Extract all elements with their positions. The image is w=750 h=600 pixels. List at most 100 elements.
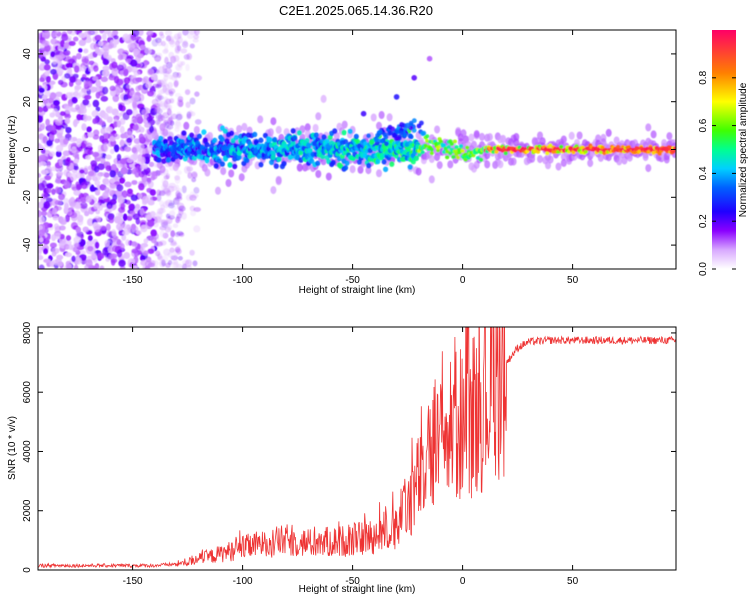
heatmap-cell xyxy=(69,75,77,83)
heatmap-cell xyxy=(169,210,176,218)
y-tick-label: 8000 xyxy=(22,321,33,344)
heatmap-cell xyxy=(55,176,62,183)
heatmap-cell xyxy=(219,136,225,142)
heatmap-cell xyxy=(155,114,163,121)
heatmap-cell xyxy=(204,141,210,148)
snr-y-axis-label: SNR (10 * v/v) xyxy=(7,416,18,480)
heatmap-cell xyxy=(76,113,82,121)
heatmap-cell xyxy=(41,180,47,189)
heatmap-cell xyxy=(167,252,174,258)
heatmap-cell xyxy=(87,170,95,177)
heatmap-cell xyxy=(101,138,109,145)
heatmap-cell xyxy=(65,263,72,269)
heatmap-cell xyxy=(118,103,123,111)
heatmap-cell xyxy=(537,131,543,140)
heatmap-cell xyxy=(91,30,99,36)
heatmap-cell xyxy=(144,47,152,55)
heatmap-cell xyxy=(82,99,90,106)
heatmap-cell xyxy=(143,238,149,244)
heatmap-cell xyxy=(383,134,389,140)
heatmap-cell xyxy=(59,233,65,240)
heatmap-cell xyxy=(258,161,264,168)
heatmap-cell xyxy=(229,130,235,137)
heatmap-cell xyxy=(189,97,196,105)
heatmap-cell xyxy=(39,154,47,162)
heatmap-cell xyxy=(360,110,367,117)
x-tick-label: 0 xyxy=(460,275,466,286)
heatmap-cell xyxy=(377,129,383,135)
heatmap-cell xyxy=(309,158,315,164)
heatmap-cell xyxy=(132,30,140,37)
heatmap-cell xyxy=(127,188,133,194)
heatmap-cell xyxy=(173,55,180,62)
heatmap-cell xyxy=(116,64,125,71)
heatmap-cell xyxy=(94,189,101,196)
heatmap-cell xyxy=(156,93,163,101)
heatmap-cell xyxy=(626,153,633,162)
heatmap-cell xyxy=(62,150,71,157)
heatmap-cell xyxy=(109,148,115,155)
heatmap-cell xyxy=(267,128,274,137)
heatmap-cell xyxy=(46,210,54,218)
heatmap-cell xyxy=(144,156,150,165)
heatmap-cell xyxy=(384,141,389,147)
heatmap-cell xyxy=(119,158,127,165)
heatmap-cell xyxy=(75,226,82,234)
heatmap-cell xyxy=(159,200,164,207)
heatmap-cell xyxy=(108,75,116,81)
heatmap-cell xyxy=(500,134,507,143)
heatmap-cell xyxy=(140,244,146,253)
heatmap-cell xyxy=(106,126,113,132)
heatmap-cell xyxy=(379,138,385,144)
heatmap-cell xyxy=(189,191,195,199)
heatmap-cell xyxy=(192,38,199,43)
heatmap-cell xyxy=(539,137,546,146)
heatmap-cell xyxy=(38,264,45,269)
heatmap-cell xyxy=(38,237,44,243)
heatmap-cell xyxy=(225,179,232,187)
heatmap-marks xyxy=(38,30,676,269)
heatmap-cell xyxy=(366,133,371,139)
heatmap-cell xyxy=(252,131,258,138)
heatmap-cell xyxy=(189,43,195,49)
heatmap-cell xyxy=(407,164,413,170)
heatmap-cell xyxy=(105,154,112,160)
heatmap-cell xyxy=(108,216,115,224)
heatmap-cell xyxy=(99,183,107,191)
heatmap-cell xyxy=(416,123,422,129)
heatmap-cell xyxy=(123,68,129,76)
heatmap-cell xyxy=(114,87,121,95)
heatmap-cell xyxy=(154,107,161,113)
heatmap-cell xyxy=(54,200,62,206)
heatmap-cell xyxy=(121,234,127,241)
heatmap-cell xyxy=(190,210,197,217)
heatmap-cell xyxy=(389,161,395,167)
heatmap-cell xyxy=(183,165,191,174)
heatmap-cell xyxy=(438,139,444,144)
heatmap-cell xyxy=(58,241,66,249)
heatmap-cell xyxy=(123,225,131,232)
y-tick-label: 6000 xyxy=(22,381,33,404)
heatmap-cell xyxy=(446,144,451,149)
colorbar-label: Normalized spectral amplitude xyxy=(738,82,749,217)
heatmap-cell xyxy=(304,137,310,144)
heatmap-cell xyxy=(182,30,189,36)
heatmap-cell xyxy=(116,238,122,246)
heatmap-cell xyxy=(181,185,187,194)
heatmap-cell xyxy=(125,239,130,246)
heatmap-cell xyxy=(80,106,87,115)
heatmap-cell xyxy=(281,160,287,167)
heatmap-cell xyxy=(193,225,201,233)
heatmap-cell xyxy=(94,179,101,186)
heatmap-cell xyxy=(138,133,144,142)
heatmap-cell xyxy=(370,113,377,122)
heatmap-cell xyxy=(220,167,227,176)
heatmap-cell xyxy=(97,163,105,171)
heatmap-cell xyxy=(375,158,381,165)
heatmap-cell xyxy=(395,136,401,142)
heatmap-cell xyxy=(69,136,77,143)
heatmap-cell xyxy=(73,36,79,42)
heatmap-cell xyxy=(386,113,393,122)
heatmap-cell xyxy=(153,265,159,269)
heatmap-cell xyxy=(119,177,126,184)
